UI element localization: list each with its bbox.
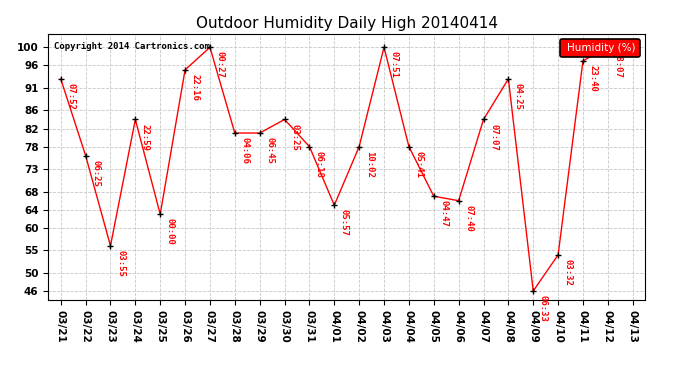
Text: 05:57: 05:57 xyxy=(340,209,349,236)
Text: 07:51: 07:51 xyxy=(390,51,399,78)
Text: 00:27: 00:27 xyxy=(215,51,224,78)
Text: 04:06: 04:06 xyxy=(240,137,249,164)
Text: 04:47: 04:47 xyxy=(440,200,449,227)
Legend: Humidity (%): Humidity (%) xyxy=(560,39,640,57)
Text: 03:25: 03:25 xyxy=(290,124,299,150)
Text: 06:18: 06:18 xyxy=(315,151,324,178)
Text: 03:32: 03:32 xyxy=(564,259,573,286)
Text: 06:45: 06:45 xyxy=(265,137,274,164)
Text: 00:00: 00:00 xyxy=(166,218,175,245)
Text: 08:07: 08:07 xyxy=(613,51,622,78)
Text: 22:16: 22:16 xyxy=(190,74,199,101)
Text: 06:25: 06:25 xyxy=(91,160,100,187)
Text: 05:41: 05:41 xyxy=(415,151,424,178)
Text: 07:40: 07:40 xyxy=(464,205,473,232)
Text: 22:59: 22:59 xyxy=(141,124,150,150)
Text: 07:07: 07:07 xyxy=(489,124,498,150)
Text: 23:40: 23:40 xyxy=(589,65,598,92)
Title: Outdoor Humidity Daily High 20140414: Outdoor Humidity Daily High 20140414 xyxy=(196,16,497,31)
Text: 06:33: 06:33 xyxy=(539,295,548,322)
Text: 07:52: 07:52 xyxy=(66,83,75,110)
Text: 10:02: 10:02 xyxy=(365,151,374,178)
Text: Copyright 2014 Cartronics.com: Copyright 2014 Cartronics.com xyxy=(55,42,210,51)
Text: 03:55: 03:55 xyxy=(116,250,125,277)
Text: 04:25: 04:25 xyxy=(514,83,523,110)
